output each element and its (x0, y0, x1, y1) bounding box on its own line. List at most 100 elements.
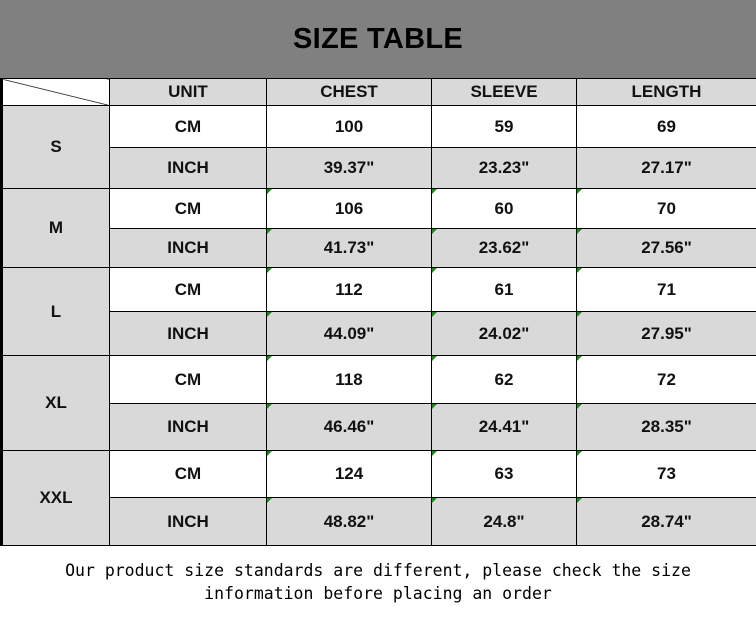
cell-marker-icon (432, 312, 437, 317)
cell-marker-icon (577, 356, 582, 361)
table-row: INCH 41.73" 23.62" 27.56" (2, 228, 756, 268)
chest-value: 41.73" (323, 238, 375, 257)
sleeve-value: 23.62" (478, 238, 530, 257)
unit-cell: CM (109, 188, 267, 229)
unit-cell: CM (109, 450, 267, 498)
chest-cell: 39.37" (266, 147, 432, 189)
title-bar: SIZE TABLE (0, 0, 756, 78)
size-table: UNIT CHEST SLEEVE LENGTH S CM 100 59 69 INCH 3… (0, 78, 756, 546)
length-cell: 27.17" (576, 147, 756, 189)
unit-value: INCH (167, 158, 209, 177)
length-cell: 71 (576, 267, 756, 312)
sleeve-value: 62 (494, 369, 514, 389)
length-cell: 28.74" (576, 497, 756, 546)
cell-marker-icon (432, 189, 437, 194)
unit-cell: INCH (109, 147, 267, 189)
cell-marker-icon (432, 451, 437, 456)
sleeve-value: 24.02" (478, 323, 530, 343)
sleeve-cell: 63 (431, 450, 577, 498)
column-header-length: LENGTH (576, 78, 756, 106)
chest-value: 48.82" (323, 511, 375, 531)
sleeve-cell: 23.23" (431, 147, 577, 189)
table-row: INCH 46.46" 24.41" 28.35" (2, 403, 756, 451)
chest-value: 39.37" (323, 158, 375, 177)
chest-cell: 112 (266, 267, 432, 312)
sleeve-cell: 24.41" (431, 403, 577, 451)
sleeve-cell: 62 (431, 355, 577, 404)
table-row: M CM 106 60 70 (0, 188, 756, 268)
unit-value: CM (174, 198, 202, 218)
length-value: 71 (657, 279, 676, 299)
size-label-cell: M (0, 188, 110, 268)
chest-value: 46.46" (323, 417, 375, 436)
chest-value: 100 (334, 116, 364, 136)
diagonal-corner-cell (0, 78, 110, 106)
chest-cell: 48.82" (266, 497, 432, 546)
length-value: 72 (657, 369, 676, 389)
table-row: INCH 44.09" 24.02" 27.95" (2, 311, 756, 356)
length-value: 28.74" (641, 511, 692, 531)
chest-cell: 100 (266, 105, 432, 148)
column-header-chest: CHEST (266, 78, 432, 106)
table-row: INCH 48.82" 24.8" 28.74" (2, 497, 756, 546)
sleeve-value: 24.41" (478, 417, 530, 436)
unit-value: INCH (167, 417, 209, 436)
sleeve-value: 63 (494, 464, 514, 483)
sleeve-value: 60 (494, 198, 514, 218)
table-row: INCH 39.37" 23.23" 27.17" (2, 147, 756, 189)
length-value: 73 (657, 464, 676, 483)
unit-value: INCH (167, 238, 209, 257)
chest-value: 106 (334, 198, 364, 218)
table-row: L CM 112 61 71 (0, 267, 756, 356)
sleeve-cell: 24.8" (431, 497, 577, 546)
size-label-cell: XL (0, 355, 110, 451)
unit-cell: INCH (109, 311, 267, 356)
unit-cell: CM (109, 267, 267, 312)
footer-text: Our product size standards are different… (65, 560, 691, 603)
unit-value: CM (174, 116, 202, 136)
cell-marker-icon (432, 404, 437, 409)
cell-marker-icon (267, 312, 272, 317)
length-cell: 27.95" (576, 311, 756, 356)
length-value: 70 (657, 198, 676, 218)
size-label-cell: XXL (0, 450, 110, 546)
column-header-sleeve: SLEEVE (431, 78, 577, 106)
cell-marker-icon (577, 229, 582, 234)
chest-value: 44.09" (323, 323, 375, 343)
unit-value: CM (174, 279, 202, 299)
unit-cell: INCH (109, 228, 267, 268)
cell-marker-icon (577, 404, 582, 409)
sleeve-cell: 61 (431, 267, 577, 312)
sleeve-cell: 24.02" (431, 311, 577, 356)
page-title: SIZE TABLE (292, 22, 464, 55)
chest-cell: 41.73" (266, 228, 432, 268)
length-value: 28.35" (641, 417, 692, 436)
chest-value: 124 (334, 464, 364, 483)
unit-value: CM (174, 464, 202, 483)
column-header-unit: UNIT (109, 78, 267, 106)
chest-cell: 46.46" (266, 403, 432, 451)
length-cell: 28.35" (576, 403, 756, 451)
unit-value: INCH (167, 323, 209, 343)
length-value: 27.56" (641, 238, 692, 257)
chest-value: 118 (335, 369, 363, 389)
size-disclaimer: Our product size standards are different… (0, 546, 756, 617)
chest-cell: 124 (266, 450, 432, 498)
cell-marker-icon (267, 404, 272, 409)
unit-value: INCH (167, 511, 209, 531)
unit-cell: INCH (109, 403, 267, 451)
unit-value: CM (174, 369, 202, 389)
cell-marker-icon (577, 451, 582, 456)
cell-marker-icon (432, 356, 437, 361)
sleeve-cell: 23.62" (431, 228, 577, 268)
sleeve-cell: 59 (431, 105, 577, 148)
cell-marker-icon (267, 451, 272, 456)
cell-marker-icon (267, 356, 272, 361)
length-cell: 72 (576, 355, 756, 404)
cell-marker-icon (577, 312, 582, 317)
sleeve-value: 61 (494, 279, 514, 299)
length-value: 69 (657, 116, 676, 136)
chest-cell: 106 (266, 188, 432, 229)
unit-cell: INCH (109, 497, 267, 546)
cell-marker-icon (577, 189, 582, 194)
